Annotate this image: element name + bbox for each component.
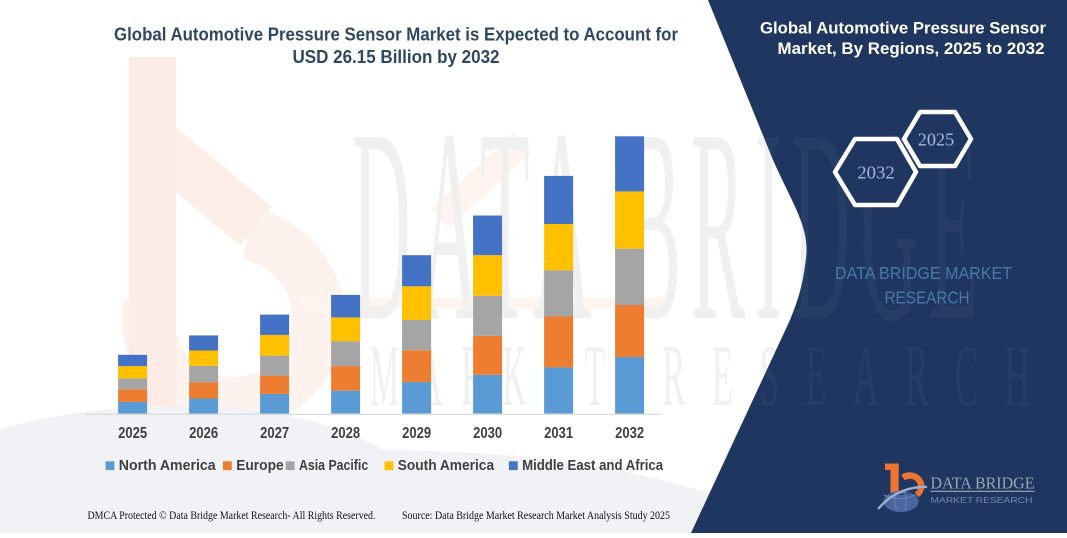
svg-text:North America: North America: [119, 458, 217, 474]
svg-text:DATA BRIDGE MARKET: DATA BRIDGE MARKET: [835, 263, 1012, 283]
svg-text:2027: 2027: [260, 425, 289, 442]
svg-text:2028: 2028: [331, 425, 360, 442]
svg-text:Europe: Europe: [236, 458, 284, 474]
svg-text:2032: 2032: [615, 425, 644, 442]
svg-text:2029: 2029: [402, 425, 431, 442]
svg-text:2031: 2031: [544, 425, 573, 442]
svg-text:South America: South America: [398, 458, 495, 474]
svg-text:Global Automotive Pressure Sen: Global Automotive Pressure Sensor: [760, 19, 1046, 38]
svg-text:2025: 2025: [118, 425, 147, 442]
svg-text:2025: 2025: [918, 130, 955, 150]
svg-text:MARKET RESEARCH: MARKET RESEARCH: [931, 495, 1033, 505]
svg-text:2026: 2026: [189, 425, 218, 442]
svg-text:RESEARCH: RESEARCH: [885, 288, 970, 308]
svg-text:DATA BRIDGE: DATA BRIDGE: [931, 474, 1035, 493]
svg-text:USD 26.15 Billion by 2032: USD 26.15 Billion by 2032: [293, 47, 500, 67]
svg-text:Global Automotive Pressure Sen: Global Automotive Pressure Sensor Market…: [114, 25, 678, 45]
svg-text:2032: 2032: [857, 163, 895, 183]
svg-text:2030: 2030: [473, 425, 502, 442]
svg-text:Market, By Regions, 2025 to 20: Market, By Regions, 2025 to 2032: [778, 39, 1045, 58]
svg-text:DMCA Protected © Data Bridge M: DMCA Protected © Data Bridge Market Rese…: [88, 508, 376, 522]
svg-text:Source: Data Bridge Market Res: Source: Data Bridge Market Research Mark…: [402, 508, 670, 522]
svg-text:Middle East and Africa: Middle East and Africa: [522, 458, 664, 474]
svg-text:Asia Pacific: Asia Pacific: [299, 458, 368, 474]
